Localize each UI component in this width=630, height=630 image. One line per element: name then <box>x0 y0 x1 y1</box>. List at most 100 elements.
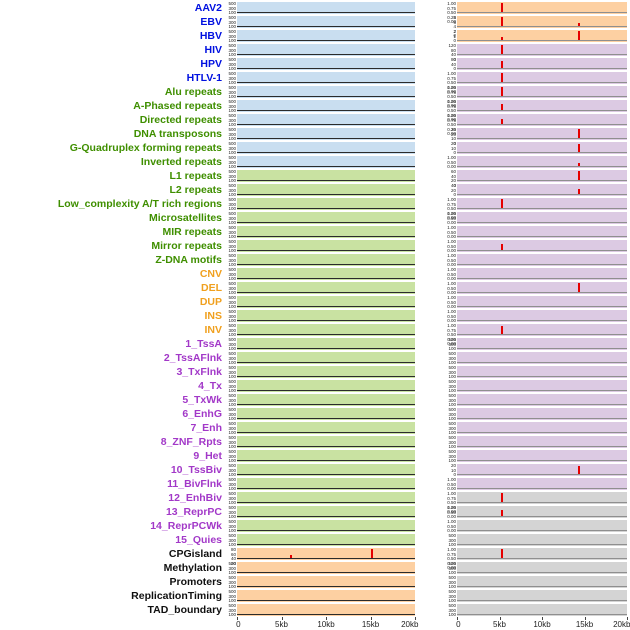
signal-baseline <box>457 516 627 517</box>
y-tick-label: 500 <box>448 533 456 538</box>
y-tick-label: 500 <box>448 337 456 342</box>
y-tick-label: 100 <box>228 262 236 267</box>
track-row-a-phased-repeats: A-Phased repeats 500 300 100 1.00 0.75 0.50 0.2… <box>0 99 630 122</box>
signal-spike <box>501 119 504 124</box>
track-label: Methylation <box>163 562 222 574</box>
y-tick-label: 100 <box>228 66 236 71</box>
left-track-plot <box>237 422 415 434</box>
left-y-axis-ticks: 500 300 100 <box>222 1 237 14</box>
y-tick-label: 8 <box>453 15 456 20</box>
signal-baseline <box>457 320 627 321</box>
right-y-axis-ticks: 1.00 0.75 0.50 0.25 0.00 <box>415 547 457 569</box>
y-tick-label: 20 <box>450 141 456 146</box>
y-tick-label: 500 <box>228 505 236 510</box>
right-track-plot <box>457 58 627 70</box>
y-tick-label: 100 <box>228 332 236 337</box>
x-tick-mark <box>237 617 238 620</box>
y-tick-label: 300 <box>228 299 236 305</box>
signal-spike <box>577 283 580 292</box>
y-tick-label: 4 <box>453 24 456 29</box>
x-tick-label: 0 <box>456 620 461 629</box>
left-track-plot <box>237 604 415 616</box>
signal-baseline <box>457 236 627 237</box>
y-tick-label: 500 <box>448 351 456 356</box>
track-row-8-znf-rpts: 8_ZNF_Rpts 500 300 100 500 300 100 <box>0 435 630 449</box>
track-row-6-enhg: 6_EnhG 500 300 100 500 300 100 <box>0 407 630 421</box>
signal-baseline <box>457 544 627 545</box>
right-track-plot <box>457 184 627 196</box>
y-tick-label: 0.00 <box>447 304 456 309</box>
left-y-axis-ticks: 500 300 100 <box>222 575 237 588</box>
y-tick-label: 500 <box>448 407 456 412</box>
right-y-axis-ticks: 1.00 0.75 0.50 0.25 0.00 <box>415 85 457 107</box>
y-tick-label: 500 <box>228 379 236 384</box>
y-tick-label: 1.00 <box>447 295 456 300</box>
y-tick-label: 120 <box>448 43 456 48</box>
y-tick-label: 100 <box>228 178 236 183</box>
signal-spike <box>577 465 580 474</box>
left-y-axis-ticks: 500 300 100 <box>222 239 237 252</box>
signal-baseline <box>457 152 627 153</box>
left-track-plot <box>237 492 415 504</box>
left-y-axis-ticks: 500 300 100 <box>222 603 237 616</box>
y-tick-label: 500 <box>228 169 236 174</box>
x-axis-right: 0 5kb 10kb 15kb 20kb <box>456 617 630 630</box>
y-tick-label: 300 <box>448 411 456 417</box>
y-tick-label: 0.00 <box>447 514 456 519</box>
right-track-plot <box>457 114 627 126</box>
y-tick-label: 300 <box>448 565 456 571</box>
y-tick-label: 100 <box>228 430 236 435</box>
right-track-plot <box>457 226 627 238</box>
y-tick-label: 1.00 <box>447 1 456 6</box>
track-row-low-complexity-a-t-rich-regions: Low_complexity A/T rich regions 500 300 100… <box>0 197 630 220</box>
y-tick-label: 300 <box>228 593 236 599</box>
left-y-axis-ticks: 500 300 100 <box>222 211 237 224</box>
track-label: ReplicationTiming <box>131 590 222 602</box>
signal-baseline <box>457 138 627 139</box>
signal-baseline <box>457 418 627 419</box>
track-label: 11_BivFlnk <box>167 478 222 490</box>
y-tick-label: 2 <box>453 29 456 34</box>
right-track-plot <box>457 408 627 420</box>
left-track-plot <box>237 534 415 546</box>
x-tick-label: 5kb <box>493 620 506 629</box>
y-tick-label: 300 <box>228 397 236 403</box>
signal-baseline <box>457 222 627 223</box>
signal-baseline <box>457 12 627 13</box>
right-track-plot <box>457 590 627 602</box>
signal-spike <box>501 510 504 516</box>
y-tick-label: 40 <box>450 183 456 188</box>
y-tick-label: 100 <box>228 206 236 211</box>
y-tick-label: 0.00 <box>447 341 456 346</box>
right-track-plot <box>457 2 627 14</box>
signal-baseline <box>457 586 627 587</box>
right-track-plot <box>457 30 627 42</box>
left-track-plot <box>237 100 415 112</box>
y-tick-label: 10 <box>450 467 456 473</box>
track-label: 7_Enh <box>190 422 222 434</box>
track-row-5-txwk: 5_TxWk 500 300 100 500 300 100 <box>0 393 630 407</box>
y-tick-label: 500 <box>228 407 236 412</box>
signal-baseline <box>457 432 627 433</box>
y-tick-label: 300 <box>448 593 456 599</box>
signal-baseline <box>237 26 415 27</box>
y-tick-label: 100 <box>228 346 236 351</box>
y-tick-label: 0 <box>453 33 456 38</box>
right-track-plot <box>457 366 627 378</box>
right-track-plot <box>457 212 627 224</box>
y-tick-label: 100 <box>228 318 236 323</box>
track-row-del: DEL 500 300 100 1.00 0.50 0.00 <box>0 281 630 295</box>
track-label: DNA transposons <box>133 128 222 140</box>
left-track-plot <box>237 198 415 210</box>
track-label: 4_Tx <box>198 380 222 392</box>
y-tick-label: 500 <box>448 603 456 608</box>
x-tick-label: 15kb <box>575 620 594 629</box>
y-tick-label: 500 <box>228 113 236 118</box>
y-tick-label: 0.50 <box>447 299 456 305</box>
y-tick-label: 1.00 <box>447 71 456 76</box>
y-tick-label: 300 <box>228 467 236 473</box>
signal-spike <box>501 36 504 40</box>
right-y-axis-ticks: 500 300 100 <box>415 449 457 462</box>
signal-baseline <box>457 446 627 447</box>
signal-baseline <box>457 474 627 475</box>
